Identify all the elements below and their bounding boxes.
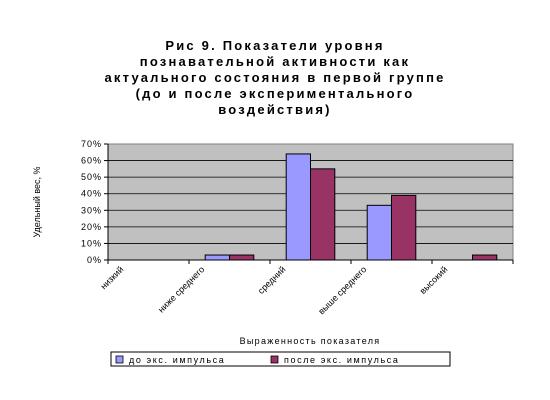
y-tick-label: 10% — [81, 238, 102, 248]
chart-title-line-2: познавательной активности как — [140, 54, 410, 69]
legend-swatch-before — [115, 355, 124, 364]
bar — [391, 194, 417, 261]
y-tick-label: 50% — [81, 172, 102, 182]
y-tick-label: 20% — [81, 222, 102, 232]
bar — [285, 153, 312, 261]
y-tick-label: 30% — [81, 205, 102, 215]
chart-title-line-1: Рис 9. Показатели уровня — [165, 38, 384, 53]
bar — [204, 254, 230, 261]
category-labels: низкий ниже среднего средний выше среднего в… — [98, 264, 449, 316]
x-category-label: низкий — [98, 264, 125, 291]
legend-swatch-after — [270, 355, 279, 364]
chart-title-line-5: воздействия) — [218, 102, 331, 117]
x-category-label: выше среднего — [316, 264, 368, 316]
y-tick-label: 0% — [87, 255, 102, 265]
y-axis-title: Удельный вес, % — [32, 166, 42, 237]
y-tick-label: 40% — [81, 189, 102, 199]
legend-label-before: до экс. импульса — [129, 355, 225, 365]
y-tick-label: 70% — [81, 139, 102, 149]
bar — [366, 204, 393, 261]
x-category-label: ниже среднего — [156, 264, 206, 314]
chart-title-line-4: (до и после экспериментального — [136, 86, 415, 101]
x-category-label: средний — [256, 264, 288, 296]
y-tick-labels: 0% 10% 20% 30% 40% 50% 60% 70% — [81, 139, 102, 265]
bars — [204, 153, 498, 261]
legend: до экс. импульса после экс. импульса — [110, 351, 451, 367]
chart-title-line-3: актуального состояния в первой группе — [104, 70, 445, 85]
chart-title: Рис 9. Показатели уровня познавательной … — [104, 38, 445, 117]
bar — [472, 254, 498, 261]
x-axis-title: Выраженность показателя — [240, 336, 381, 346]
legend-box — [110, 351, 451, 367]
bar — [310, 168, 336, 261]
bar — [229, 254, 255, 261]
y-tick-label: 60% — [81, 156, 102, 166]
legend-label-after: после экс. импульса — [284, 355, 400, 365]
x-category-label: высокий — [418, 264, 450, 296]
axes — [104, 143, 514, 264]
